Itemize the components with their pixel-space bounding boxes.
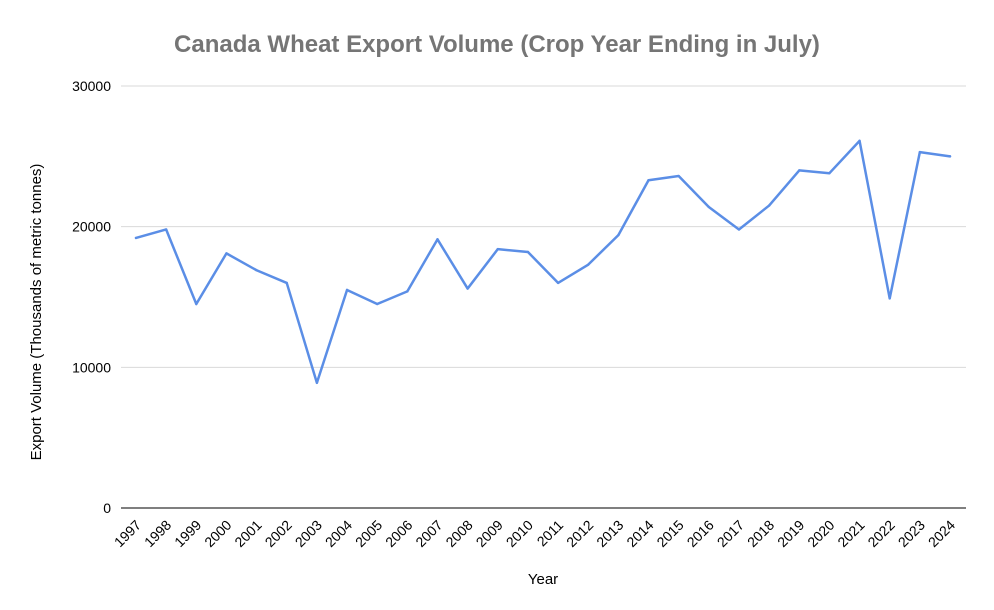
x-tick-label-2008: 2008 xyxy=(442,517,475,550)
x-tick-label-2003: 2003 xyxy=(292,517,325,550)
series-layer xyxy=(134,139,952,385)
data-point-2010 xyxy=(526,250,530,254)
data-point-1997 xyxy=(134,236,138,240)
x-axis-label: Year xyxy=(528,571,558,588)
x-tick-label-2014: 2014 xyxy=(623,517,656,550)
data-point-2016 xyxy=(707,205,711,209)
x-tick-label-2001: 2001 xyxy=(231,517,264,550)
x-tick-label-2007: 2007 xyxy=(412,517,445,550)
data-point-2022 xyxy=(888,297,891,300)
x-tick-label-2019: 2019 xyxy=(774,517,807,550)
data-point-2019 xyxy=(798,169,801,172)
x-tick-label-2024: 2024 xyxy=(925,517,958,550)
data-point-2003 xyxy=(315,381,319,385)
x-tick-label-2010: 2010 xyxy=(503,517,536,550)
x-tick-label-2006: 2006 xyxy=(382,517,415,550)
data-point-2013 xyxy=(617,233,620,237)
x-tick-label-2020: 2020 xyxy=(804,517,837,550)
y-tick-label: 30000 xyxy=(72,78,111,94)
x-tick-label-2004: 2004 xyxy=(322,517,355,550)
series-line-0 xyxy=(134,139,952,385)
x-tick-label-2009: 2009 xyxy=(473,517,506,550)
x-tick-label-2015: 2015 xyxy=(653,517,686,550)
y-axis-label: Export Volume (Thousands of metric tonne… xyxy=(28,164,45,461)
data-point-2007 xyxy=(436,238,439,241)
x-tick-label-2000: 2000 xyxy=(201,517,234,550)
data-point-1998 xyxy=(164,228,168,231)
x-tick-label-2017: 2017 xyxy=(714,517,747,550)
x-tick-label-2011: 2011 xyxy=(534,517,567,550)
data-point-2004 xyxy=(345,288,349,292)
data-point-2000 xyxy=(225,252,228,255)
x-tick-label-2002: 2002 xyxy=(262,517,295,550)
x-tick-label-2016: 2016 xyxy=(684,517,717,550)
x-tick-label-2005: 2005 xyxy=(352,517,385,550)
data-point-2002 xyxy=(285,281,288,285)
x-tick-label-2023: 2023 xyxy=(895,517,928,550)
x-tick-label-2013: 2013 xyxy=(593,517,626,550)
gridlines xyxy=(121,85,966,509)
data-point-2006 xyxy=(406,290,409,293)
x-tick-label-2022: 2022 xyxy=(864,517,897,550)
x-tick-label-1997: 1997 xyxy=(111,517,144,550)
data-point-2012 xyxy=(587,263,590,266)
data-point-2008 xyxy=(466,287,469,290)
x-tick-label-1998: 1998 xyxy=(141,517,174,550)
data-point-2024 xyxy=(948,155,952,158)
data-point-2014 xyxy=(647,179,650,182)
data-point-2009 xyxy=(496,247,499,251)
data-point-2015 xyxy=(677,174,680,178)
y-tick-label: 10000 xyxy=(72,359,111,375)
data-point-2001 xyxy=(255,269,258,272)
data-point-2005 xyxy=(375,302,379,306)
x-tick-label-1999: 1999 xyxy=(171,517,204,550)
y-tick-label: 20000 xyxy=(72,219,111,235)
data-point-2011 xyxy=(556,281,560,285)
data-point-2021 xyxy=(858,139,861,143)
x-tick-label-2021: 2021 xyxy=(834,517,867,550)
data-point-2017 xyxy=(737,228,741,231)
data-point-2023 xyxy=(918,150,922,154)
y-axis-ticks: 0 10000 20000 30000 xyxy=(72,78,111,516)
x-axis-ticks: 1997199819992000200120022003200420052006… xyxy=(111,517,958,550)
y-tick-label: 0 xyxy=(103,500,111,516)
chart-title: Canada Wheat Export Volume (Crop Year En… xyxy=(174,31,820,58)
data-point-2020 xyxy=(828,172,831,175)
x-tick-label-2018: 2018 xyxy=(744,517,777,550)
data-point-1999 xyxy=(195,302,198,306)
x-tick-label-2012: 2012 xyxy=(563,517,596,550)
data-point-2018 xyxy=(767,204,771,207)
